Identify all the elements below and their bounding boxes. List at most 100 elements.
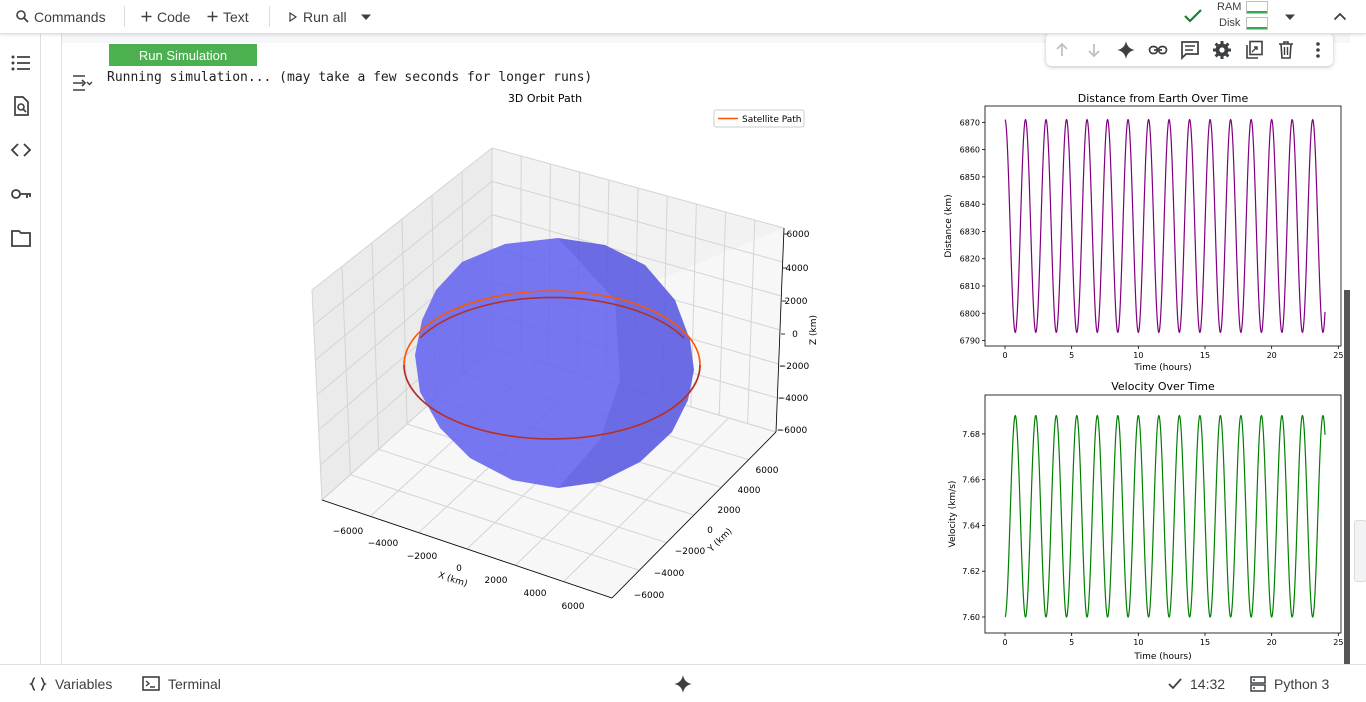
x-axis-line: [321, 499, 613, 599]
y-tick-label: 6790: [960, 337, 980, 346]
distance-ticks: 0 5 10 15 20 25 6790 6800 6810 6820 6830 6840 6850 68…: [960, 118, 1344, 360]
x-axis-label: X (km): [437, 571, 469, 590]
distance-chart-title: Distance from Earth Over Time: [1078, 92, 1249, 105]
x-tick-label: 6000: [562, 602, 585, 612]
y-tick-label: 7.62: [962, 567, 980, 576]
comment-icon[interactable]: [1180, 40, 1200, 60]
x-tick-label: 15: [1200, 638, 1210, 647]
terminal-icon: [142, 676, 160, 691]
run-simulation-button[interactable]: Run Simulation: [109, 44, 257, 66]
add-code-label: Code: [157, 8, 191, 25]
move-up-icon[interactable]: [1052, 40, 1072, 60]
distance-chart: Distance from Earth Over Time 0 5 10 15 20 25…: [944, 92, 1344, 373]
y-tick-label: 0: [707, 526, 713, 536]
orbit-path-top: [419, 296, 685, 339]
ram-label: RAM: [1217, 1, 1242, 13]
velocity-chart-title: Velocity Over Time: [1111, 380, 1215, 393]
distance-xlabel: Time (hours): [1133, 363, 1191, 373]
y-tick-label: 6810: [960, 282, 980, 291]
link-icon[interactable]: [1148, 40, 1168, 60]
z-tick-label: −4000: [778, 394, 809, 404]
dropdown-arrow-icon: [1285, 14, 1295, 20]
distance-ylabel: Distance (km): [944, 194, 954, 257]
key-icon[interactable]: [10, 183, 32, 205]
y-tick-label: 7.68: [962, 430, 980, 439]
commands-button[interactable]: Commands: [16, 0, 106, 33]
velocity-xlabel: Time (hours): [1133, 652, 1191, 662]
run-all-button[interactable]: Run all: [289, 0, 347, 33]
gemini-sparkle-icon[interactable]: [673, 674, 693, 694]
velocity-chart: Velocity Over Time 0 5 10 15 20 25 7.60 7.62 7.6…: [948, 380, 1343, 662]
run-all-label: Run all: [303, 8, 347, 25]
mirror-cell-icon[interactable]: [1244, 40, 1264, 60]
add-text-button[interactable]: Text: [207, 0, 249, 33]
orbit-path-front: [403, 364, 701, 440]
y-axis-line: [611, 431, 777, 599]
x-tick-label: 5: [1069, 638, 1074, 647]
orbit-legend: [713, 109, 805, 128]
execution-time-label: 14:32: [1190, 675, 1226, 692]
orbit-chart-title: 3D Orbit Path: [508, 92, 582, 105]
y-tick-label: −6000: [634, 591, 665, 601]
dropdown-arrow-icon: [361, 14, 371, 20]
toolbar-divider: [124, 6, 125, 27]
y-tick-label: 7.64: [962, 521, 980, 530]
y-tick-label: 7.66: [962, 476, 980, 485]
delete-icon[interactable]: [1276, 40, 1296, 60]
ram-meter[interactable]: [1246, 1, 1268, 14]
table-of-contents-icon[interactable]: [10, 52, 32, 74]
output-toggle-icon[interactable]: [71, 72, 93, 94]
runtime-type-button[interactable]: Python 3: [1250, 665, 1329, 702]
y-tick-label: −2000: [675, 547, 706, 557]
variables-button[interactable]: Variables: [29, 665, 112, 702]
y-tick-label: 7.60: [962, 613, 980, 622]
orbit-3d-chart: 3D Orbit Path Satellite Path −6000−4000−…: [311, 92, 819, 612]
plus-icon: [141, 11, 152, 22]
z-tick-label: −2000: [779, 362, 810, 372]
more-options-icon[interactable]: [1308, 40, 1328, 60]
play-icon: [289, 11, 298, 22]
variables-label: Variables: [55, 675, 113, 692]
find-icon[interactable]: [10, 95, 32, 117]
run-all-menu-button[interactable]: [360, 0, 377, 33]
x-tick-label: 4000: [524, 589, 547, 599]
distance-series-line: [1004, 118, 1326, 334]
braces-icon: [29, 676, 47, 691]
z-tick-label: 4000: [786, 264, 809, 274]
folder-icon[interactable]: [10, 227, 32, 249]
y-tick-label: 6830: [960, 227, 980, 236]
terminal-label: Terminal: [168, 675, 221, 692]
output-scrollbar[interactable]: [1344, 290, 1350, 664]
move-down-icon[interactable]: [1084, 40, 1104, 60]
connected-check-icon[interactable]: [1183, 8, 1203, 24]
earth-shade: [558, 238, 694, 488]
gear-icon[interactable]: [1212, 40, 1232, 60]
orbit-tick-labels: −6000 −4000 −2000 0 2000 4000 6000 6000 4000 2000…: [333, 230, 810, 612]
gemini-sparkle-icon[interactable]: [1116, 40, 1136, 60]
toolbar-divider: [269, 6, 270, 27]
x-tick-label: 20: [1267, 638, 1277, 647]
y-tick-label: 6840: [960, 200, 980, 209]
x-tick-label: 5: [1069, 351, 1074, 360]
distance-plot-area: [984, 105, 1342, 347]
runtime-menu-button[interactable]: [1284, 0, 1301, 33]
x-tick-label: 0: [1002, 351, 1007, 360]
page-scrollbar-thumb[interactable]: [1354, 520, 1366, 582]
velocity-ylabel: Velocity (km/s): [948, 481, 958, 548]
disk-meter[interactable]: [1246, 17, 1268, 30]
check-icon: [1168, 677, 1182, 689]
z-tick-label: 0: [792, 330, 798, 340]
collapse-toolbar-button[interactable]: [1333, 0, 1352, 33]
add-code-button[interactable]: Code: [141, 0, 190, 33]
y-tick-label: 4000: [738, 486, 761, 496]
search-icon: [16, 10, 29, 23]
runtime-label: Python 3: [1274, 675, 1330, 692]
code-snippets-icon[interactable]: [10, 139, 32, 161]
x-tick-label: 15: [1200, 351, 1210, 360]
commands-label: Commands: [34, 8, 106, 25]
terminal-button[interactable]: Terminal: [142, 665, 221, 702]
execution-time[interactable]: 14:32: [1168, 665, 1225, 702]
y-tick-label: 6850: [960, 173, 980, 182]
velocity-plot-area: [984, 394, 1342, 634]
x-tick-label: 20: [1267, 351, 1277, 360]
